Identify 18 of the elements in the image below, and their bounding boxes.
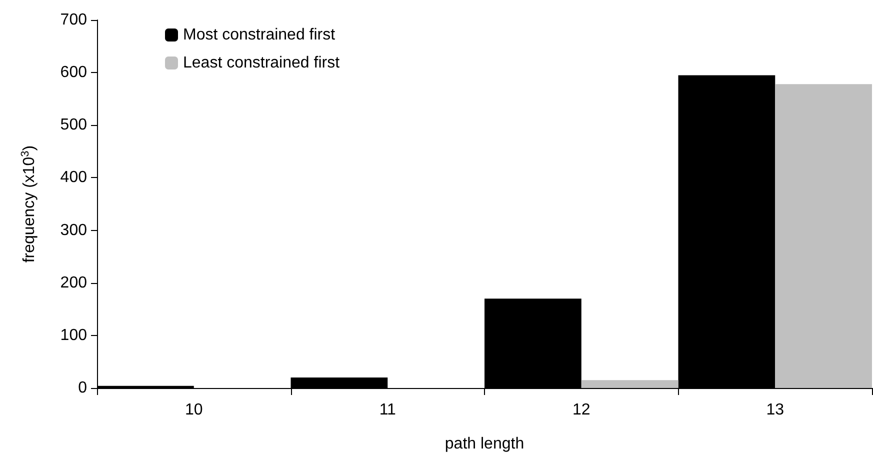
y-axis-title: frequency (x103) bbox=[20, 145, 38, 263]
y-tick-label: 700 bbox=[60, 12, 88, 28]
x-tick-label: 13 bbox=[766, 402, 784, 418]
bar bbox=[775, 84, 872, 388]
x-tick-label: 11 bbox=[379, 402, 396, 418]
y-tick-label: 0 bbox=[78, 380, 88, 396]
x-axis-title: path length bbox=[444, 436, 524, 452]
legend-label: Least constrained first bbox=[183, 54, 340, 72]
y-tick-label: 300 bbox=[60, 222, 88, 239]
y-tick-label: 600 bbox=[60, 64, 88, 82]
y-tick-label: 400 bbox=[60, 169, 88, 186]
y-tick-label: 500 bbox=[60, 116, 88, 134]
x-tick-label: 10 bbox=[184, 402, 203, 418]
bar bbox=[581, 380, 678, 388]
y-tick-label: 100 bbox=[60, 326, 88, 344]
y-tick-label: 200 bbox=[60, 274, 88, 292]
legend-label: Most constrained first bbox=[183, 26, 336, 44]
x-tick-label: 12 bbox=[572, 402, 590, 418]
